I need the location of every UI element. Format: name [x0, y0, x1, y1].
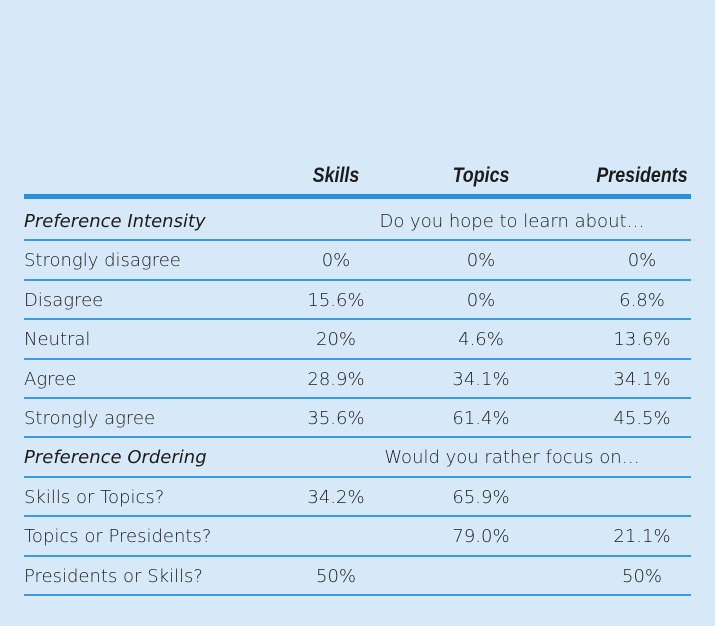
- row-rule: [24, 318, 691, 321]
- cell: 15.6%: [307, 289, 365, 311]
- row-label: Strongly agree: [24, 408, 156, 429]
- row-label: Topics or Presidents?: [24, 526, 212, 548]
- column-header: Presidents: [596, 164, 688, 187]
- row-rule: [24, 594, 691, 596]
- cell: 4.6%: [458, 329, 504, 351]
- section-title: Preference Ordering: [24, 447, 207, 469]
- row-rule: [24, 357, 691, 360]
- cell: 35.6%: [307, 408, 365, 429]
- row-label: Presidents or Skills?: [24, 565, 203, 587]
- row-label: Neutral: [24, 329, 91, 351]
- cell: 50%: [315, 565, 357, 587]
- cell: 0%: [627, 250, 657, 272]
- cell: 21.1%: [613, 526, 671, 548]
- row-label: Disagree: [24, 289, 104, 311]
- cell: 65.9%: [452, 486, 510, 508]
- section-question: Would you rather focus on…: [384, 447, 640, 469]
- row-rule: [24, 436, 691, 439]
- cell: 13.6%: [613, 329, 671, 351]
- cell: 0%: [321, 250, 351, 272]
- cell: 34.1%: [613, 368, 671, 390]
- cell: 34.2%: [307, 486, 365, 508]
- row-rule: [24, 554, 691, 557]
- section-title: Preference Intensity: [24, 211, 206, 232]
- cell: 61.4%: [452, 408, 510, 429]
- cell: 20%: [315, 329, 357, 351]
- cell: 28.9%: [307, 368, 365, 390]
- row-label: Skills or Topics?: [24, 486, 165, 508]
- cell: 0%: [466, 250, 496, 272]
- row-rule: [24, 475, 691, 478]
- row-label: Strongly disagree: [24, 250, 181, 272]
- row-label: Agree: [24, 368, 77, 390]
- cell: 45.5%: [613, 408, 671, 429]
- cell: 79.0%: [452, 526, 510, 548]
- cell: 0%: [466, 289, 496, 311]
- row-rule: [24, 397, 691, 399]
- column-header: Topics: [452, 164, 510, 187]
- cell: 6.8%: [619, 289, 665, 311]
- row-rule: [24, 515, 691, 518]
- column-header: Skills: [312, 164, 360, 187]
- cell: 50%: [621, 565, 663, 587]
- cell: 34.1%: [452, 368, 510, 390]
- row-rule: [24, 278, 691, 281]
- row-rule: [24, 239, 691, 242]
- section-question: Do you hope to learn about…: [379, 211, 645, 232]
- header-rule: [24, 194, 691, 199]
